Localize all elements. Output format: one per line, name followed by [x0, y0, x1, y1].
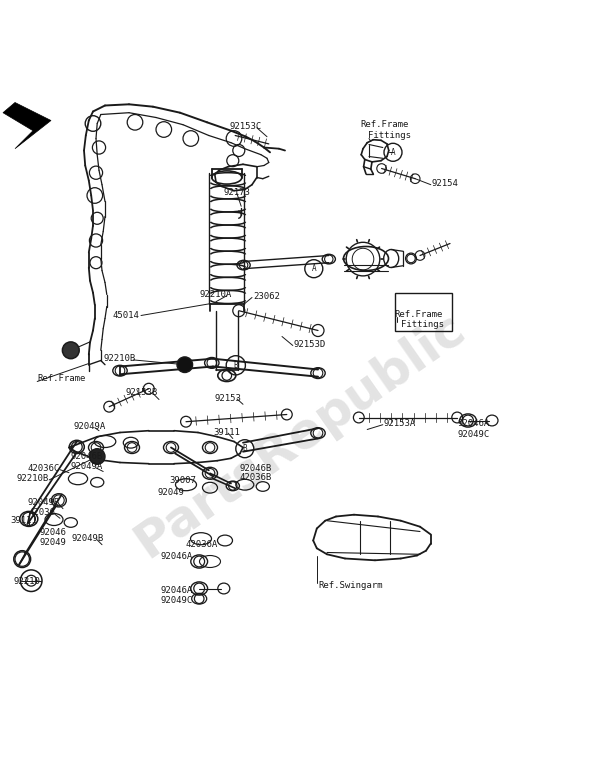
Text: 92046A: 92046A — [161, 553, 193, 561]
Text: 92049A: 92049A — [71, 462, 103, 471]
Text: 92046A: 92046A — [161, 586, 193, 594]
Text: 92049B: 92049B — [72, 534, 104, 543]
Text: 92049C: 92049C — [457, 430, 490, 439]
Text: 92046: 92046 — [39, 529, 66, 537]
Text: Ref.Frame: Ref.Frame — [395, 310, 443, 319]
Circle shape — [89, 449, 105, 464]
Text: 42036: 42036 — [29, 508, 56, 517]
Circle shape — [62, 342, 79, 359]
Text: A: A — [311, 264, 316, 274]
Text: 92210B: 92210B — [103, 354, 136, 363]
Text: 39111: 39111 — [213, 428, 240, 437]
Circle shape — [177, 357, 193, 373]
Text: B: B — [233, 361, 238, 370]
Text: 42036B: 42036B — [240, 473, 272, 482]
Text: 92153D: 92153D — [294, 339, 326, 349]
Text: 92210A: 92210A — [199, 290, 232, 299]
Text: 92154: 92154 — [432, 179, 459, 188]
Text: 42036A: 42036A — [186, 540, 218, 549]
Text: 92210: 92210 — [13, 577, 40, 587]
Text: 92210B: 92210B — [17, 474, 49, 483]
Text: 42036C: 42036C — [27, 464, 59, 473]
Text: 92153A: 92153A — [384, 419, 416, 428]
Text: 92046A: 92046A — [457, 419, 490, 428]
Text: Ref.Frame: Ref.Frame — [360, 120, 409, 129]
Text: 92049C: 92049C — [161, 596, 193, 605]
Text: A: A — [391, 148, 395, 157]
Text: 92153B: 92153B — [126, 388, 158, 397]
Bar — [395, 293, 452, 330]
Text: 92049B: 92049B — [27, 498, 59, 507]
Polygon shape — [3, 102, 51, 149]
Text: 23062: 23062 — [253, 292, 280, 301]
Text: 92153C: 92153C — [229, 122, 262, 131]
Text: 92049: 92049 — [157, 488, 184, 497]
Text: 39111: 39111 — [11, 516, 38, 525]
Text: 45014: 45014 — [113, 311, 140, 320]
Text: 39007: 39007 — [169, 476, 196, 485]
Text: 92173: 92173 — [223, 188, 250, 197]
Text: 92153: 92153 — [215, 394, 242, 403]
Text: 92046B: 92046B — [71, 452, 103, 461]
Text: B: B — [242, 444, 247, 453]
Text: PartsRepublic: PartsRepublic — [126, 304, 474, 567]
Text: Ref.Frame: Ref.Frame — [37, 374, 86, 383]
Text: Ref.Swingarm: Ref.Swingarm — [318, 581, 383, 590]
Text: 92049A: 92049A — [73, 422, 106, 431]
Text: 92046B: 92046B — [240, 464, 272, 473]
Text: 92049: 92049 — [39, 538, 66, 547]
Text: Fittings: Fittings — [368, 131, 412, 140]
Text: Fittings: Fittings — [401, 320, 444, 329]
